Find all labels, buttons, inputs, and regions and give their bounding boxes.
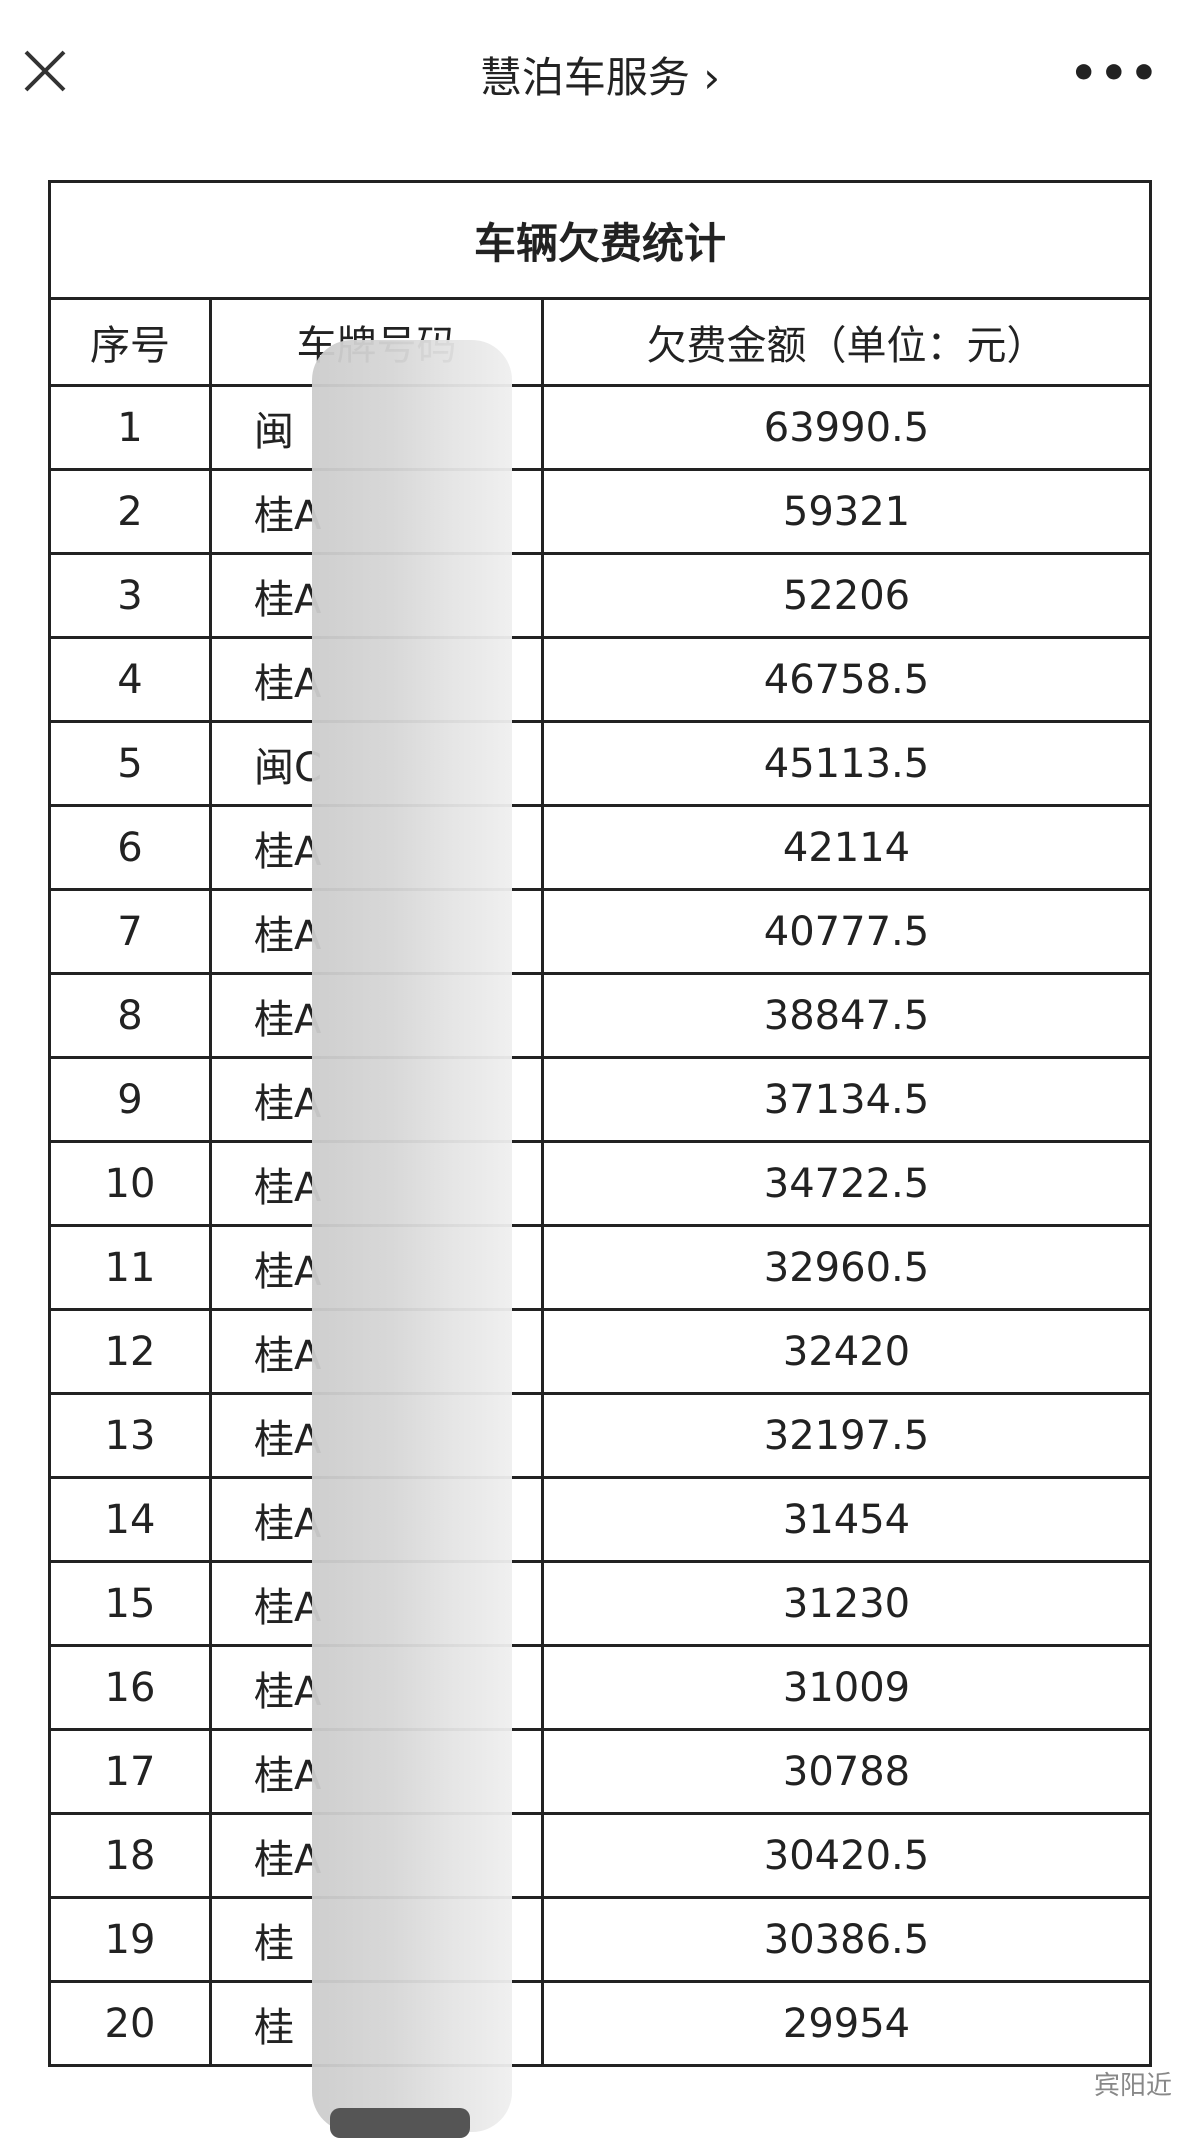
arrears-amount: 38847.5 [541, 972, 1152, 1059]
table-row: 6 桂A 42114 [48, 804, 1152, 891]
row-number: 10 [48, 1140, 212, 1227]
row-number: 20 [48, 1980, 212, 2067]
arrears-amount: 32197.5 [541, 1392, 1152, 1479]
row-number: 4 [48, 636, 212, 723]
arrears-amount: 63990.5 [541, 384, 1152, 471]
arrears-amount: 46758.5 [541, 636, 1152, 723]
row-number: 19 [48, 1896, 212, 1983]
table-caption: 车辆欠费统计 [48, 180, 1152, 300]
table-row: 12 桂A 32420 [48, 1308, 1152, 1395]
close-icon[interactable] [20, 46, 70, 96]
arrears-amount: 31454 [541, 1476, 1152, 1563]
table-row: 18 桂A 30420.5 [48, 1812, 1152, 1899]
row-number: 7 [48, 888, 212, 975]
table-row: 14 桂A 31454 [48, 1476, 1152, 1563]
arrears-amount: 52206 [541, 552, 1152, 639]
arrears-amount: 29954 [541, 1980, 1152, 2067]
row-number: 12 [48, 1308, 212, 1395]
table-row: 16 桂A 31009 [48, 1644, 1152, 1731]
row-number: 3 [48, 552, 212, 639]
top-bar: 慧泊车服务 › ••• [0, 0, 1200, 140]
table-row: 7 桂A 40777.5 [48, 888, 1152, 975]
table-row: 10 桂A 34722.5 [48, 1140, 1152, 1227]
row-number: 11 [48, 1224, 212, 1311]
row-number: 17 [48, 1728, 212, 1815]
table-row: 19 桂 30386.5 [48, 1896, 1152, 1983]
row-number: 16 [48, 1644, 212, 1731]
row-number: 6 [48, 804, 212, 891]
watermark: 宾阳近 [1093, 2071, 1172, 2101]
row-number: 1 [48, 384, 212, 471]
table-row: 5 闽C 45113.5 [48, 720, 1152, 807]
arrears-amount: 37134.5 [541, 1056, 1152, 1143]
table-row: 8 桂A 38847.5 [48, 972, 1152, 1059]
table-row: 13 桂A 32197.5 [48, 1392, 1152, 1479]
arrears-amount: 59321 [541, 468, 1152, 555]
row-number: 13 [48, 1392, 212, 1479]
row-number: 15 [48, 1560, 212, 1647]
column-header: 序号 [48, 297, 212, 387]
arrears-amount: 32960.5 [541, 1224, 1152, 1311]
arrears-amount: 34722.5 [541, 1140, 1152, 1227]
table-row: 2 桂A 59321 [48, 468, 1152, 555]
row-number: 8 [48, 972, 212, 1059]
arrears-amount: 30386.5 [541, 1896, 1152, 1983]
table-row: 20 桂 29954 [48, 1980, 1152, 2067]
arrears-amount: 32420 [541, 1308, 1152, 1395]
arrears-amount: 30420.5 [541, 1812, 1152, 1899]
arrears-table: 车辆欠费统计 序号 车牌号码 欠费金额（单位：元） 1闽63990.52桂A59… [48, 180, 1152, 2067]
arrears-amount: 30788 [541, 1728, 1152, 1815]
arrears-amount: 45113.5 [541, 720, 1152, 807]
row-number: 14 [48, 1476, 212, 1563]
privacy-blur [312, 340, 512, 2132]
row-number: 9 [48, 1056, 212, 1143]
table-row: 4 桂A 46758.5 [48, 636, 1152, 723]
table-row: 3 桂A 52206 [48, 552, 1152, 639]
privacy-blur-end [330, 2108, 470, 2138]
row-number: 18 [48, 1812, 212, 1899]
table-row: 17 桂A 30788 [48, 1728, 1152, 1815]
arrears-amount: 40777.5 [541, 888, 1152, 975]
page-title[interactable]: 慧泊车服务 › [479, 53, 721, 102]
table-row: 9 桂A 37134.5 [48, 1056, 1152, 1143]
more-icon[interactable]: ••• [1069, 48, 1160, 99]
arrears-amount: 31009 [541, 1644, 1152, 1731]
arrears-amount: 42114 [541, 804, 1152, 891]
column-header: 欠费金额（单位：元） [541, 297, 1152, 387]
table-row: 15 桂A 31230 [48, 1560, 1152, 1647]
table-row: 1 闽 63990.5 [48, 384, 1152, 471]
arrears-amount: 31230 [541, 1560, 1152, 1647]
table-row: 11 桂A 32960.5 [48, 1224, 1152, 1311]
row-number: 2 [48, 468, 212, 555]
row-number: 5 [48, 720, 212, 807]
